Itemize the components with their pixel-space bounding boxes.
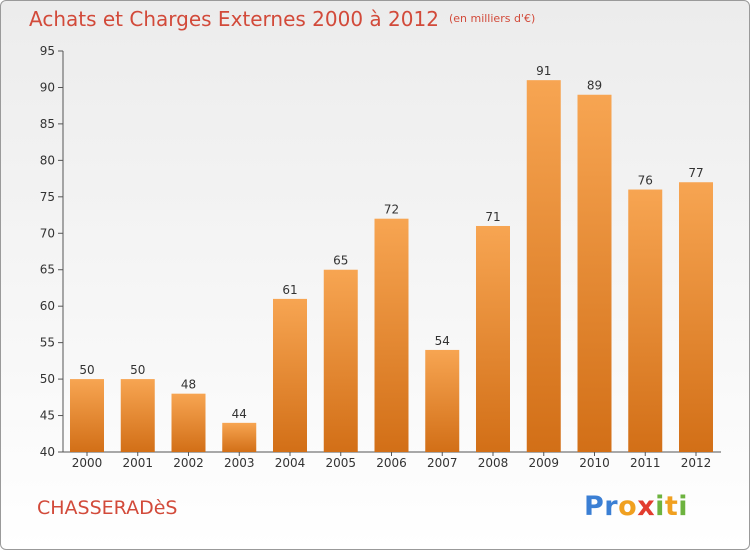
logo-letter: r xyxy=(604,491,619,522)
x-tick-label: 2012 xyxy=(681,456,712,470)
y-axis: 40 45 50 55 60 65 70 75 80 85 90 95 xyxy=(40,44,64,459)
bar-value-label: 61 xyxy=(282,283,297,297)
bar-2002 xyxy=(171,393,206,452)
y-tick-label: 80 xyxy=(40,153,55,167)
bar-2005 xyxy=(323,269,358,452)
logo-letter: i xyxy=(655,491,665,522)
bar-value-label: 54 xyxy=(435,334,450,348)
y-tick-label: 95 xyxy=(40,44,55,58)
x-tick-label: 2010 xyxy=(579,456,610,470)
logo-letter: o xyxy=(618,491,638,522)
logo-letter: t xyxy=(664,491,679,522)
bar-value-label: 48 xyxy=(181,378,196,392)
x-tick-label: 2006 xyxy=(376,456,407,470)
commune-name: CHASSERADèS xyxy=(37,497,178,519)
y-tick-label: 55 xyxy=(40,336,55,350)
y-tick-label: 45 xyxy=(40,409,55,423)
bar-2006 xyxy=(374,218,409,452)
chart-title: Achats et Charges Externes 2000 à 2012 xyxy=(29,7,439,31)
bar-value-label: 89 xyxy=(587,79,602,93)
bar-value-label: 65 xyxy=(333,254,348,268)
x-tick-label: 2004 xyxy=(275,456,306,470)
bar-value-label: 50 xyxy=(79,363,94,377)
bar-2010 xyxy=(577,94,612,452)
bar-2009 xyxy=(526,80,561,452)
bar-value-label: 50 xyxy=(130,363,145,377)
x-tick-label: 2008 xyxy=(478,456,509,470)
x-axis: 2000 2001 2002 2003 2004 2005 2006 2007 2008 2009… xyxy=(63,451,721,470)
chart-title-row: Achats et Charges Externes 2000 à 2012 (e… xyxy=(29,7,535,31)
bar-2012 xyxy=(679,182,713,452)
bar-2001 xyxy=(120,379,155,452)
x-tick-label: 2009 xyxy=(528,456,559,470)
bar-value-label: 77 xyxy=(688,166,703,180)
bar-2004 xyxy=(273,298,307,452)
bars: 50 50 48 44 61 65 72 54 71 91 89 76 77 xyxy=(70,64,713,452)
y-tick-label: 65 xyxy=(40,263,55,277)
y-tick-label: 40 xyxy=(40,445,55,459)
bar-value-label: 76 xyxy=(638,174,653,188)
chart-subtitle: (en milliers d'€) xyxy=(448,12,536,25)
bar-value-label: 72 xyxy=(384,203,399,217)
x-tick-label: 2001 xyxy=(122,456,153,470)
x-tick-label: 2000 xyxy=(72,456,103,470)
bar-2008 xyxy=(476,225,510,452)
bar-2003 xyxy=(222,422,257,452)
x-tick-label: 2011 xyxy=(630,456,661,470)
x-tick-label: 2007 xyxy=(427,456,458,470)
y-tick-label: 90 xyxy=(40,80,55,94)
y-tick-label: 70 xyxy=(40,226,55,240)
proxiti-logo: Proxiti xyxy=(584,491,688,522)
bar-value-label: 71 xyxy=(485,210,500,224)
bar-2000 xyxy=(70,379,104,452)
logo-letter: i xyxy=(678,491,689,522)
bar-value-label: 91 xyxy=(536,64,551,78)
y-tick-label: 60 xyxy=(40,299,55,313)
logo-letter: P xyxy=(584,491,605,522)
logo-letter: x xyxy=(637,491,656,522)
y-tick-label: 85 xyxy=(40,117,55,131)
x-tick-label: 2002 xyxy=(173,456,204,470)
y-tick-label: 75 xyxy=(40,190,55,204)
y-tick-label: 50 xyxy=(40,372,55,386)
bar-2007 xyxy=(425,349,460,452)
bar-2011 xyxy=(628,189,663,452)
x-tick-label: 2003 xyxy=(224,456,255,470)
x-tick-label: 2005 xyxy=(325,456,356,470)
bar-value-label: 44 xyxy=(232,407,247,421)
